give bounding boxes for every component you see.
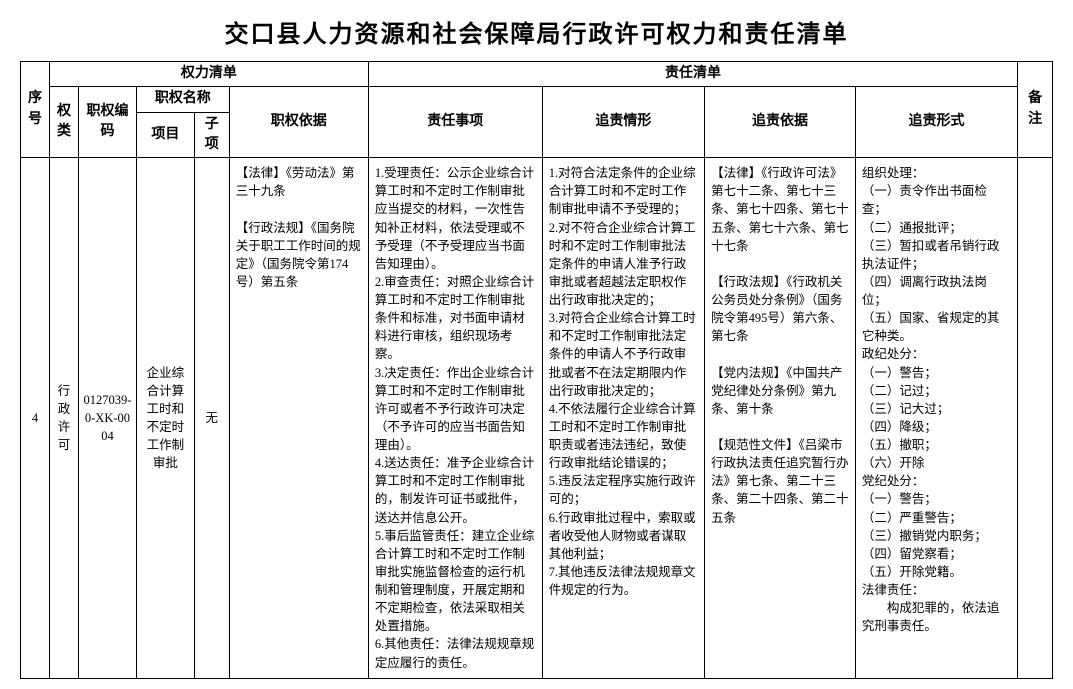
cell-basis: 【法律】《劳动法》第三十九条 【行政法规】《国务院关于职工工作时间的规定》（国务… (229, 158, 368, 679)
th-remark: 备注 (1018, 62, 1053, 158)
cell-power-type: 行政许可 (49, 158, 78, 679)
cell-duty-matter: 1.受理责任：公示企业综合计算工时和不定时工作制审批应当提交的材料，一次性告知补… (368, 158, 542, 679)
header-row-1: 序号 权力清单 责任清单 备注 (21, 62, 1053, 87)
th-power-code: 职权编码 (78, 87, 136, 158)
th-power-type: 权类 (49, 87, 78, 158)
cell-power-code: 0127039-0-XK-0004 (78, 158, 136, 679)
power-duty-table: 序号 权力清单 责任清单 备注 权类 职权编码 职权名称 职权依据 责任事项 追… (20, 61, 1053, 679)
cell-item: 企业综合计算工时和不定时工作制审批 (136, 158, 194, 679)
th-duty-list: 责任清单 (368, 62, 1017, 87)
cell-subitem: 无 (194, 158, 229, 679)
th-acc-form: 追责形式 (855, 87, 1017, 158)
cell-acc-form: 组织处理： （一）责令作出书面检查； （二）通报批评； （三）暂扣或者吊销行政执… (855, 158, 1017, 679)
th-item: 项目 (136, 112, 194, 158)
cell-acc-situation: 1.对符合法定条件的企业综合计算工时和不定时工作制审批申请不予受理的； 2.对不… (542, 158, 704, 679)
cell-seq: 4 (21, 158, 50, 679)
th-acc-basis: 追责依据 (705, 87, 856, 158)
page-title: 交口县人力资源和社会保障局行政许可权力和责任清单 (20, 14, 1053, 49)
cell-remark (1018, 158, 1053, 679)
table-row: 4 行政许可 0127039-0-XK-0004 企业综合计算工时和不定时工作制… (21, 158, 1053, 679)
th-power-name: 职权名称 (136, 87, 229, 112)
th-seq: 序号 (21, 62, 50, 158)
cell-acc-basis: 【法律】《行政许可法》第七十二条、第七十三条、第七十四条、第七十五条、第七十六条… (705, 158, 856, 679)
th-power-list: 权力清单 (49, 62, 368, 87)
th-duty-matter: 责任事项 (368, 87, 542, 158)
th-basis: 职权依据 (229, 87, 368, 158)
header-row-2: 权类 职权编码 职权名称 职权依据 责任事项 追责情形 追责依据 追责形式 (21, 87, 1053, 112)
th-subitem: 子项 (194, 112, 229, 158)
th-acc-situation: 追责情形 (542, 87, 704, 158)
